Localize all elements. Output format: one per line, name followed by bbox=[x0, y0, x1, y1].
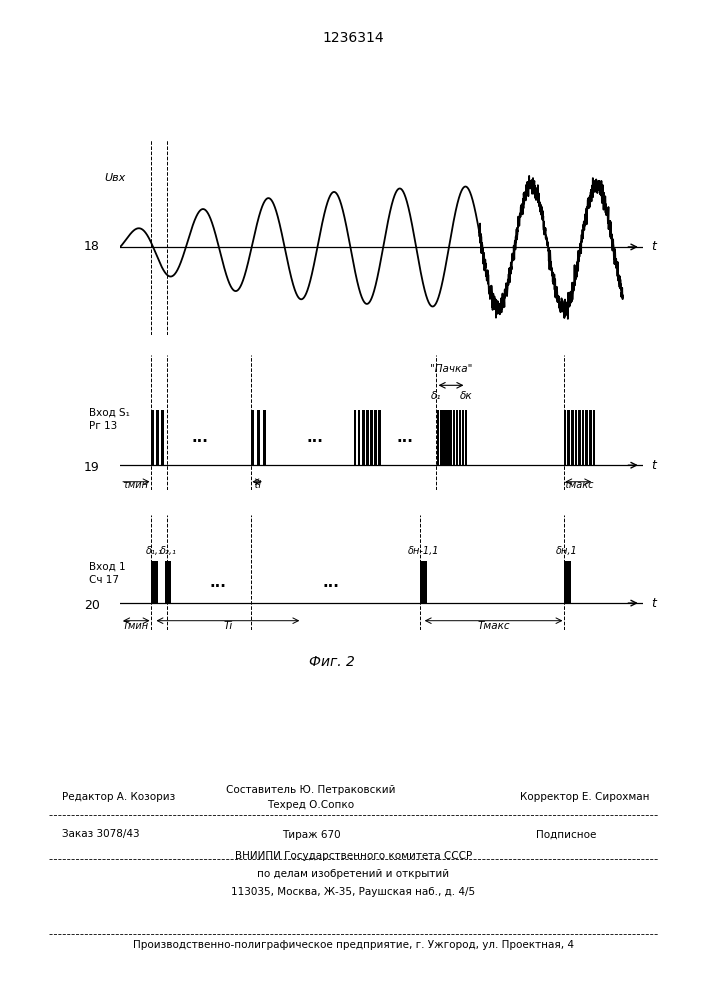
Text: Вход S₁
Рг 13: Вход S₁ Рг 13 bbox=[89, 407, 130, 431]
Bar bbox=[161, 410, 164, 465]
Bar bbox=[370, 410, 373, 465]
Text: δн-1,1: δн-1,1 bbox=[407, 546, 439, 556]
Bar bbox=[263, 410, 267, 465]
Bar bbox=[589, 410, 592, 465]
Bar bbox=[571, 410, 573, 465]
Text: Вход 1
Сч 17: Вход 1 Сч 17 bbox=[89, 561, 126, 585]
Text: 1236314: 1236314 bbox=[322, 31, 385, 45]
Text: Редактор А. Козориз: Редактор А. Козориз bbox=[62, 792, 175, 802]
Text: Тираж 670: Тираж 670 bbox=[281, 830, 340, 840]
Bar bbox=[446, 410, 449, 465]
Text: ...: ... bbox=[322, 575, 339, 590]
Bar bbox=[592, 410, 595, 465]
Bar bbox=[452, 410, 455, 465]
Text: Заказ 3078/43: Заказ 3078/43 bbox=[62, 830, 139, 840]
Bar bbox=[585, 410, 588, 465]
Text: 19: 19 bbox=[84, 461, 100, 474]
Text: t: t bbox=[651, 459, 656, 472]
Bar bbox=[151, 561, 158, 603]
Bar bbox=[443, 410, 445, 465]
Bar bbox=[462, 410, 464, 465]
Bar bbox=[151, 410, 154, 465]
Text: Фиг. 2: Фиг. 2 bbox=[310, 655, 355, 669]
Bar bbox=[366, 410, 369, 465]
Text: ВНИИПИ Государственного комитета СССР: ВНИИПИ Государственного комитета СССР bbox=[235, 851, 472, 861]
Text: δн,1: δн,1 bbox=[556, 546, 578, 556]
Text: по делам изобретений и открытий: по делам изобретений и открытий bbox=[257, 869, 450, 879]
Text: ...: ... bbox=[209, 575, 226, 590]
Bar bbox=[257, 410, 260, 465]
Text: Uвх: Uвх bbox=[105, 173, 126, 183]
Bar bbox=[374, 410, 377, 465]
Bar bbox=[575, 410, 577, 465]
Text: ...: ... bbox=[307, 430, 324, 445]
Bar bbox=[354, 410, 356, 465]
Bar bbox=[362, 410, 365, 465]
Bar bbox=[459, 410, 461, 465]
Text: δк: δк bbox=[460, 391, 473, 401]
Text: Корректор Е. Сирохман: Корректор Е. Сирохман bbox=[520, 792, 649, 802]
Bar bbox=[564, 561, 571, 603]
Bar bbox=[564, 410, 566, 465]
Text: Tмин: Tмин bbox=[123, 621, 149, 631]
Bar bbox=[378, 410, 381, 465]
Text: t: t bbox=[651, 240, 656, 253]
Bar bbox=[437, 410, 440, 465]
Text: 113035, Москва, Ж-35, Раушская наб., д. 4/5: 113035, Москва, Ж-35, Раушская наб., д. … bbox=[231, 887, 476, 897]
Text: ...: ... bbox=[192, 430, 208, 445]
Text: Tмакс: Tмакс bbox=[477, 621, 510, 631]
Text: Производственно-полиграфическое предприятие, г. Ужгород, ул. Проектная, 4: Производственно-полиграфическое предприя… bbox=[133, 940, 574, 950]
Bar bbox=[420, 561, 427, 603]
Bar bbox=[568, 410, 570, 465]
Bar bbox=[165, 561, 172, 603]
Text: δ₁: δ₁ bbox=[431, 391, 441, 401]
Bar bbox=[582, 410, 585, 465]
Text: t: t bbox=[651, 597, 656, 610]
Text: 18: 18 bbox=[84, 240, 100, 253]
Text: τмин: τмин bbox=[122, 480, 148, 490]
Bar bbox=[440, 410, 443, 465]
Bar bbox=[450, 410, 452, 465]
Text: τмакс: τмакс bbox=[563, 480, 593, 490]
Bar bbox=[358, 410, 361, 465]
Text: τі: τі bbox=[252, 480, 262, 490]
Text: Подписное: Подписное bbox=[536, 830, 596, 840]
Bar bbox=[156, 410, 159, 465]
Text: Техред О.Сопко: Техред О.Сопко bbox=[267, 800, 354, 810]
Text: Составитель Ю. Петраковский: Составитель Ю. Петраковский bbox=[226, 785, 396, 795]
Text: δ₂,₁: δ₂,₁ bbox=[160, 546, 177, 556]
Bar bbox=[251, 410, 254, 465]
Bar bbox=[455, 410, 458, 465]
Text: δ₁,₁: δ₁,₁ bbox=[146, 546, 163, 556]
Bar bbox=[578, 410, 580, 465]
Text: "Пачка": "Пачка" bbox=[430, 364, 472, 374]
Bar bbox=[465, 410, 467, 465]
Text: ...: ... bbox=[397, 430, 414, 445]
Text: 20: 20 bbox=[84, 599, 100, 612]
Text: Tі: Tі bbox=[223, 621, 233, 631]
